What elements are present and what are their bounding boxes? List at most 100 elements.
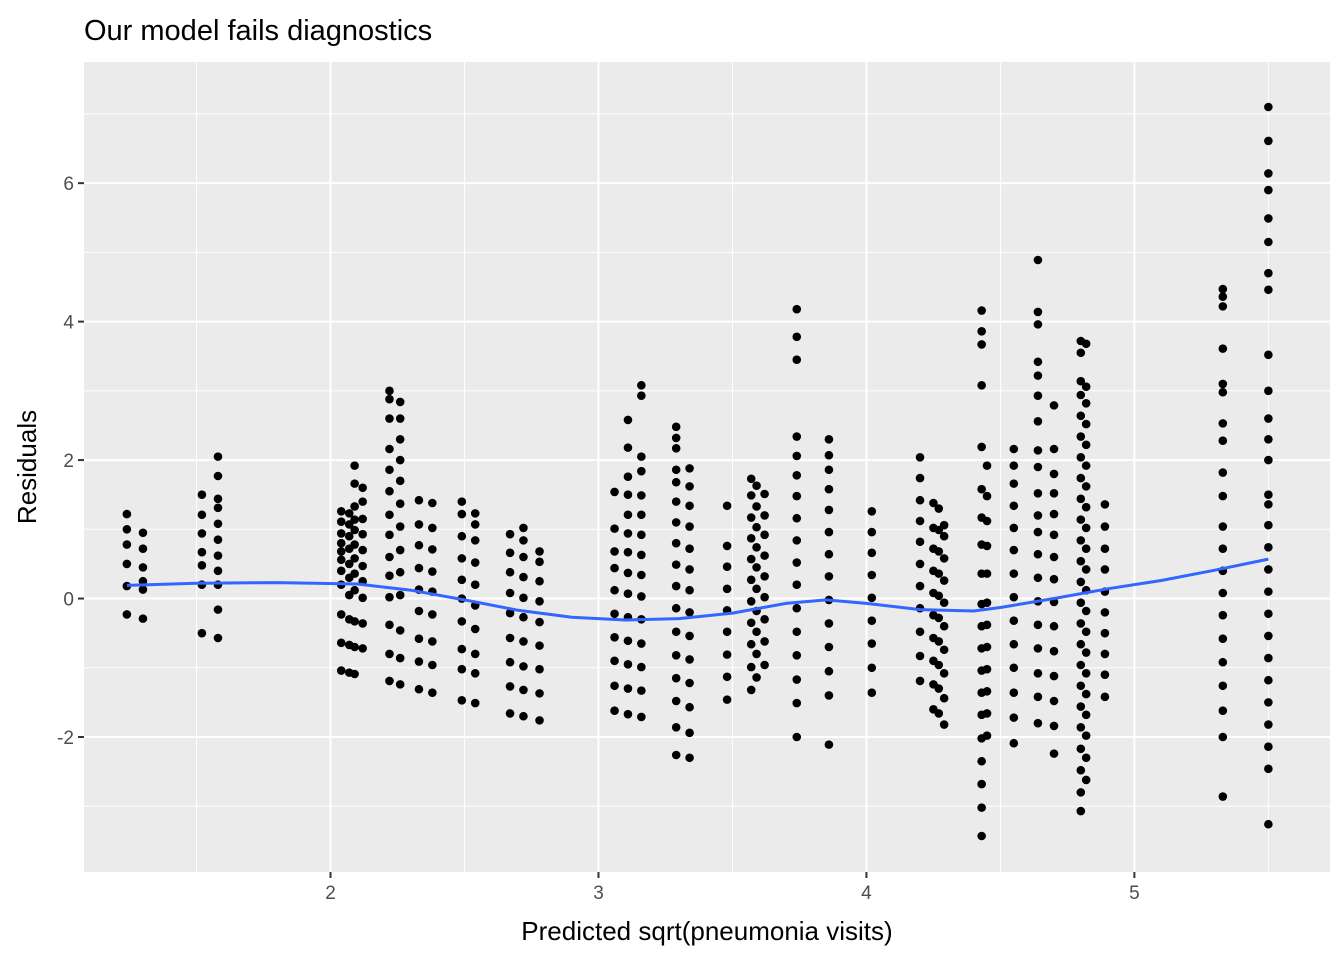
chart-title: Our model fails diagnostics — [84, 15, 432, 47]
data-point — [344, 531, 354, 541]
data-point — [637, 510, 646, 520]
data-point — [1264, 543, 1273, 552]
major-gridlines — [84, 62, 1330, 872]
data-point — [977, 306, 986, 315]
data-point — [671, 497, 681, 506]
data-point — [336, 555, 346, 565]
data-point — [1081, 339, 1091, 349]
data-point — [470, 509, 480, 518]
data-point — [1218, 522, 1228, 531]
data-point — [1076, 453, 1086, 462]
data-point — [1100, 522, 1110, 531]
data-point — [671, 477, 681, 487]
data-point — [722, 584, 732, 594]
data-point — [792, 471, 802, 480]
data-point — [1081, 731, 1091, 740]
data-point — [1264, 214, 1273, 223]
data-point — [519, 685, 528, 695]
data-point — [792, 732, 802, 742]
data-point — [1009, 639, 1019, 649]
data-point — [752, 627, 761, 637]
data-point — [792, 651, 802, 660]
data-point — [1033, 417, 1043, 426]
data-point — [197, 628, 207, 638]
data-point — [457, 617, 467, 626]
data-point — [358, 514, 367, 524]
data-point — [1076, 536, 1086, 545]
data-point — [685, 464, 694, 473]
data-point — [934, 569, 944, 578]
data-point — [1218, 379, 1228, 389]
data-point — [1049, 621, 1059, 631]
data-point — [122, 525, 132, 534]
data-point — [1100, 692, 1110, 702]
data-point — [1081, 775, 1091, 785]
data-point — [344, 559, 354, 569]
data-point — [457, 696, 467, 705]
data-point — [746, 662, 756, 672]
data-point — [1264, 675, 1273, 685]
data-point — [138, 563, 148, 572]
data-point — [1049, 489, 1059, 498]
data-point — [1049, 401, 1059, 410]
data-point — [336, 517, 346, 526]
data-point — [395, 414, 405, 423]
x-tick-label: 2 — [325, 883, 336, 904]
data-point — [428, 523, 437, 533]
data-point — [1033, 644, 1043, 653]
data-point — [1033, 692, 1043, 702]
data-point — [428, 688, 437, 697]
data-point — [746, 474, 756, 484]
data-point — [213, 519, 223, 529]
data-point — [671, 750, 681, 760]
data-point — [1076, 598, 1086, 607]
data-point — [915, 627, 925, 637]
data-point — [1081, 565, 1091, 574]
data-point — [1264, 653, 1273, 663]
data-point — [1033, 320, 1043, 329]
data-point — [760, 660, 769, 670]
data-point — [1218, 419, 1228, 428]
data-point — [457, 531, 467, 541]
x-tick-label: 4 — [861, 883, 872, 904]
y-tick-label: 2 — [63, 451, 74, 472]
data-point — [519, 612, 528, 622]
data-point — [929, 498, 938, 508]
data-point — [671, 433, 681, 443]
data-point — [1264, 268, 1273, 278]
data-point — [939, 720, 949, 729]
data-point — [505, 682, 515, 691]
data-point — [457, 664, 467, 674]
data-point — [637, 686, 646, 695]
data-point — [1264, 169, 1273, 178]
data-point — [915, 495, 925, 505]
minor-gridlines — [84, 62, 1330, 872]
data-point — [395, 590, 405, 600]
data-point — [1076, 788, 1086, 797]
data-point — [867, 548, 877, 558]
data-point — [358, 529, 367, 539]
data-point — [1264, 490, 1273, 499]
data-point — [1049, 721, 1059, 731]
data-point — [213, 605, 223, 614]
data-point — [722, 541, 732, 551]
data-point — [1049, 574, 1059, 584]
data-point — [1218, 468, 1228, 477]
data-point — [535, 664, 544, 674]
data-point — [934, 684, 944, 693]
data-point — [1218, 588, 1228, 598]
data-point — [138, 528, 148, 538]
data-point — [1218, 681, 1228, 691]
data-point — [122, 540, 132, 549]
data-point — [358, 619, 367, 628]
data-point — [1100, 649, 1110, 659]
data-point — [1076, 639, 1086, 649]
data-point — [414, 563, 424, 573]
data-point — [760, 615, 769, 624]
data-point — [1218, 284, 1228, 294]
data-point — [746, 618, 756, 628]
data-point — [1076, 702, 1086, 711]
data-point — [385, 649, 394, 659]
data-point — [792, 451, 802, 461]
data-point — [350, 617, 359, 626]
